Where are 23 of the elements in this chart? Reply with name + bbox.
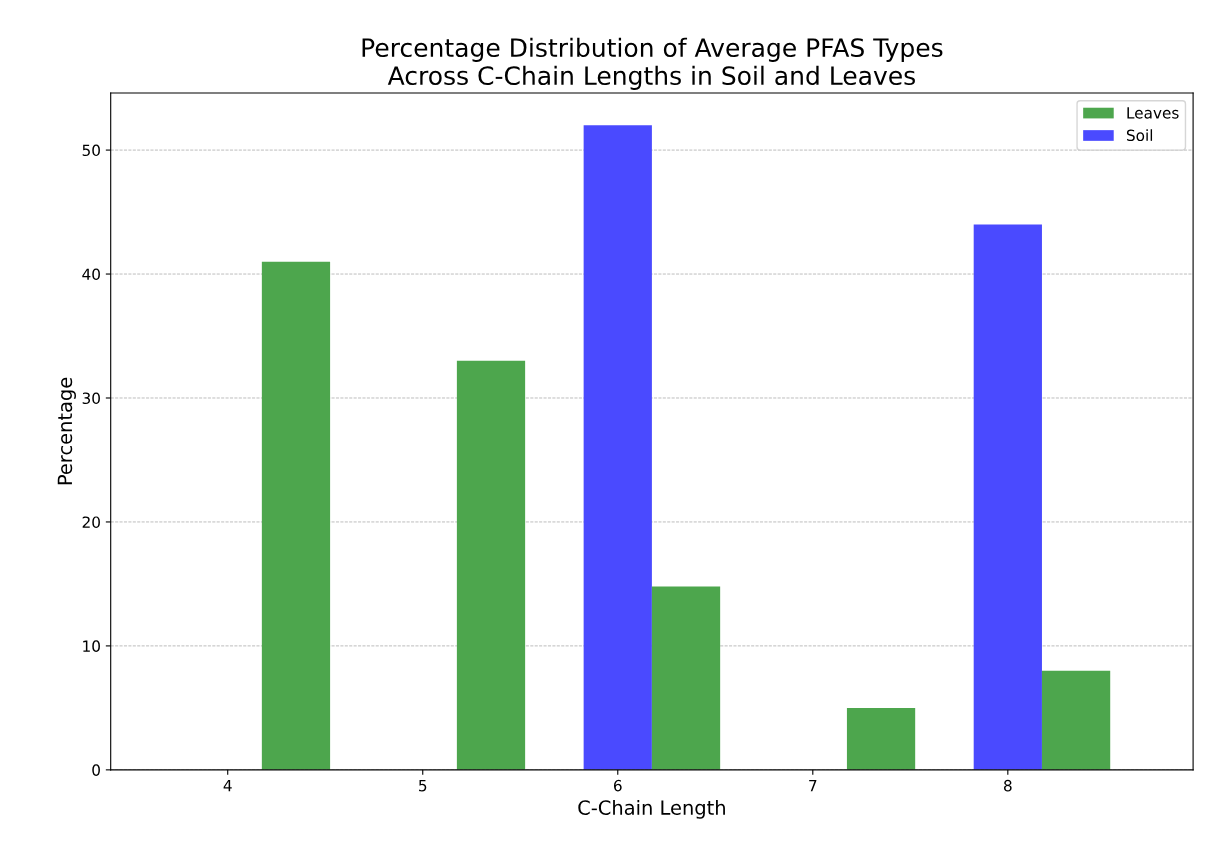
bar [261,261,331,770]
x-tick-label: 8 [1004,779,1012,792]
bar [846,707,916,770]
y-tick-label: 20 [82,516,100,528]
y-tick-label: 40 [82,268,100,281]
legend-label: Leaves [1127,107,1179,119]
bar [973,224,1042,770]
x-tick-label: 7 [809,780,817,792]
y-tick-label: 30 [82,392,100,405]
y-tick-label: 10 [83,640,100,652]
y-axis-title: Percentage [57,377,76,485]
bar [456,360,526,770]
bar [583,125,652,770]
x-tick-label: 6 [613,779,622,792]
x-axis-title: C-Chain Length [578,799,725,819]
y-tick-label: 0 [92,764,100,776]
legend-label: Soil [1126,129,1153,142]
x-tick-label: 5 [419,780,427,792]
y-tick-label: 50 [82,144,100,157]
x-tick-label: 4 [223,780,232,792]
chart-title: Percentage Distribution of Average PFAS Types Across C-Chain Lengths in Soil and Leaves [362,37,943,90]
bar [651,586,721,770]
bar [1041,670,1111,770]
